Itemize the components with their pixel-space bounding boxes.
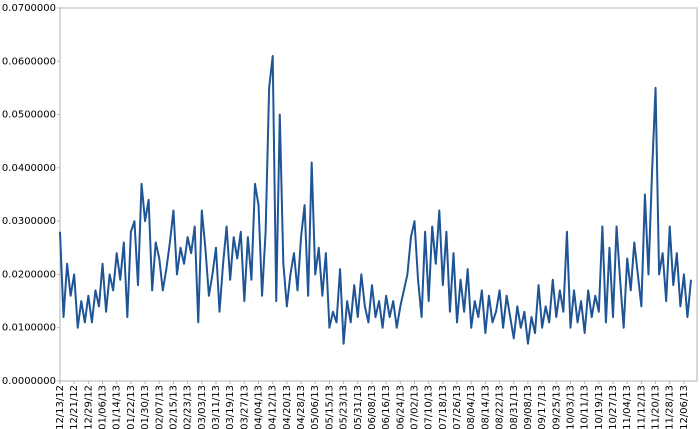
plot-frame — [59, 7, 698, 382]
x-tick-label: 02/15/13 — [168, 385, 179, 429]
x-tick-label: 07/26/13 — [452, 385, 463, 429]
y-tick-label: 0.0300000 — [2, 216, 56, 227]
x-tick-label: 10/19/13 — [594, 385, 605, 429]
x-tick-label: 08/31/13 — [509, 385, 520, 429]
x-tick-label: 05/06/13 — [310, 385, 321, 429]
x-tick-label: 10/27/13 — [608, 385, 619, 429]
x-tick-label: 03/03/13 — [197, 385, 208, 429]
x-tick-label: 10/03/13 — [565, 385, 576, 429]
y-tick-label: 0.0400000 — [2, 163, 56, 174]
x-tick-label: 06/16/13 — [381, 385, 392, 429]
y-tick-label: 0.0500000 — [2, 110, 56, 121]
x-tick-label: 04/04/13 — [254, 385, 265, 429]
x-tick-label: 03/19/13 — [225, 385, 236, 429]
y-tick-label: 0.0200000 — [2, 269, 56, 280]
x-tick-label: 07/18/13 — [438, 385, 449, 429]
x-tick-label: 01/06/13 — [98, 385, 109, 429]
x-tick-label: 03/11/13 — [211, 385, 222, 429]
x-tick-label: 08/22/13 — [495, 385, 506, 429]
x-tick-label: 04/28/13 — [296, 385, 307, 429]
y-tick-label: 0.0600000 — [2, 56, 56, 67]
x-tick-label: 07/10/13 — [424, 385, 435, 429]
x-tick-label: 09/08/13 — [523, 385, 534, 429]
x-tick-label: 11/04/13 — [622, 385, 633, 429]
x-tick-label: 01/22/13 — [126, 385, 137, 429]
x-tick-label: 12/29/12 — [83, 385, 94, 429]
y-tick-label: 0.0700000 — [2, 3, 56, 14]
y-tick-label: 0.0000000 — [2, 376, 56, 387]
x-tick-label: 09/25/13 — [551, 385, 562, 429]
x-tick-label: 03/27/13 — [239, 385, 250, 429]
x-tick-label: 09/17/13 — [537, 385, 548, 429]
x-tick-label: 12/06/13 — [679, 385, 690, 429]
x-tick-label: 05/23/13 — [339, 385, 350, 429]
x-tick-label: 06/08/13 — [367, 385, 378, 429]
data-line — [59, 54, 692, 345]
y-tick-label: 0.0100000 — [2, 323, 56, 334]
x-tick-label: 04/20/13 — [282, 385, 293, 429]
x-tick-label: 05/31/13 — [353, 385, 364, 429]
x-tick-label: 06/24/13 — [395, 385, 406, 429]
x-tick-label: 12/21/12 — [69, 385, 80, 429]
x-tick-label: 08/04/13 — [466, 385, 477, 429]
x-tick-label: 02/23/13 — [183, 385, 194, 429]
x-tick-label: 01/30/13 — [140, 385, 151, 429]
x-tick-label: 12/13/12 — [55, 385, 66, 429]
x-tick-label: 11/20/13 — [651, 385, 662, 429]
x-tick-label: 02/07/13 — [154, 385, 165, 429]
x-tick-label: 08/14/13 — [480, 385, 491, 429]
x-tick-label: 10/11/13 — [580, 385, 591, 429]
x-tick-label: 11/12/13 — [636, 385, 647, 429]
x-tick-label: 07/02/13 — [409, 385, 420, 429]
x-tick-label: 01/14/13 — [112, 385, 123, 429]
x-tick-label: 05/15/13 — [324, 385, 335, 429]
x-tick-label: 11/28/13 — [665, 385, 676, 429]
x-tick-label: 04/12/13 — [268, 385, 279, 429]
